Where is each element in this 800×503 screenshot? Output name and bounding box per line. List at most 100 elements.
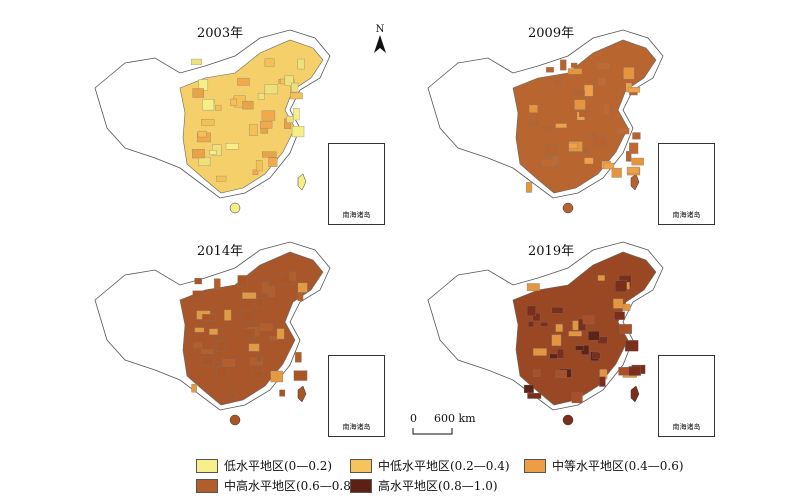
panel-year-label: 2003年 [197, 26, 244, 41]
region-patch [248, 343, 260, 352]
legend-item: 中等水平地区(0.4—0.6) [524, 457, 684, 474]
region-patch [618, 367, 630, 376]
region-patch [555, 323, 563, 332]
region-patch [527, 392, 542, 399]
region-patch [215, 104, 222, 111]
region-patch [295, 352, 302, 363]
region-patch [622, 303, 631, 311]
region-patch [582, 315, 595, 325]
region-patch [526, 283, 540, 292]
region-patch [209, 328, 218, 335]
region-patch [257, 93, 265, 100]
map-panel-2003: 2003年 南海诸岛 [85, 18, 385, 225]
legend-item: 低水平地区(0—0.2) [196, 457, 332, 474]
inset-label: 南海诸岛 [342, 211, 371, 219]
region-patch [242, 100, 254, 110]
legend-item: 中低水平地区(0.2—0.4) [350, 457, 510, 474]
region-patch [237, 77, 250, 86]
region-patch [269, 336, 279, 341]
region-patch [284, 75, 294, 86]
region-patch [603, 104, 610, 115]
region-patch [270, 370, 284, 383]
region-patch [255, 160, 263, 172]
region-patch [293, 370, 308, 381]
legend-swatch [196, 458, 218, 473]
region-patch [255, 298, 264, 310]
hainan [562, 414, 574, 426]
map-panel-2009: 2009年 南海诸岛 [418, 18, 718, 225]
region-patch [555, 370, 567, 378]
region-patch [192, 290, 204, 299]
region-patch [628, 86, 641, 93]
region-patch [229, 393, 237, 399]
region-patch [198, 156, 211, 167]
region-patch [588, 331, 600, 341]
south-china-sea-inset: 南海诸岛 [328, 355, 385, 437]
region-patch [209, 150, 217, 155]
region-patch [297, 58, 305, 70]
region-patch [584, 157, 594, 165]
region-patch [567, 68, 583, 75]
legend-swatch [524, 458, 546, 473]
south-china-sea-inset: 南海诸岛 [328, 143, 385, 225]
taiwan [297, 173, 307, 191]
region-patch [297, 292, 304, 302]
region-patch [215, 341, 226, 352]
region-patch [191, 384, 197, 393]
region-patch [248, 124, 258, 136]
region-patch [542, 125, 552, 132]
panel-year-label: 2009年 [528, 26, 575, 41]
region-patch [570, 62, 578, 68]
region-patch [264, 58, 275, 67]
region-patch [216, 366, 228, 379]
china-map-2019 [427, 241, 664, 426]
region-patch [202, 314, 216, 321]
south-china-sea-inset: 南海诸岛 [658, 355, 715, 437]
region-patch [631, 157, 644, 166]
region-patch [617, 128, 630, 135]
inset-label: 南海诸岛 [672, 423, 701, 431]
inset-label: 南海诸岛 [342, 423, 371, 431]
region-patch [532, 348, 547, 356]
region-patch [526, 305, 536, 317]
region-patch [291, 82, 299, 93]
region-patch [597, 275, 605, 281]
region-patch [614, 311, 625, 320]
region-patch [268, 286, 275, 298]
region-patch [193, 342, 203, 349]
region-patch [291, 126, 305, 138]
region-patch [557, 348, 564, 359]
region-patch [597, 77, 607, 87]
legend-label: 中高水平地区(0.6—0.8) [224, 479, 356, 493]
region-patch [201, 357, 215, 366]
region-patch [523, 384, 534, 394]
region-patch [528, 104, 538, 113]
region-patch [260, 121, 273, 129]
region-patch [592, 137, 607, 147]
china-map-2014 [94, 241, 331, 426]
region-patch [243, 328, 256, 339]
region-patch [192, 88, 204, 98]
region-patch [568, 142, 578, 149]
inset-label: 南海诸岛 [672, 211, 701, 219]
region-patch [289, 271, 296, 281]
north-arrow-icon [374, 35, 386, 53]
region-patch [619, 324, 632, 334]
region-patch [276, 328, 285, 340]
region-patch [260, 323, 273, 331]
region-patch [224, 309, 232, 321]
region-patch [625, 340, 639, 352]
scale-start-label: 0 [410, 412, 417, 425]
hainan [229, 202, 241, 214]
region-patch [252, 370, 264, 379]
region-patch [571, 392, 583, 404]
region-patch [256, 354, 262, 363]
panel-year-label: 2014年 [197, 244, 244, 259]
scale-bar: 0 600 km [410, 412, 490, 436]
region-patch [540, 322, 548, 327]
region-patch [201, 349, 214, 354]
china-map-2009 [427, 29, 664, 214]
region-patch [584, 84, 594, 97]
region-patch [551, 334, 562, 347]
region-patch [551, 307, 564, 314]
